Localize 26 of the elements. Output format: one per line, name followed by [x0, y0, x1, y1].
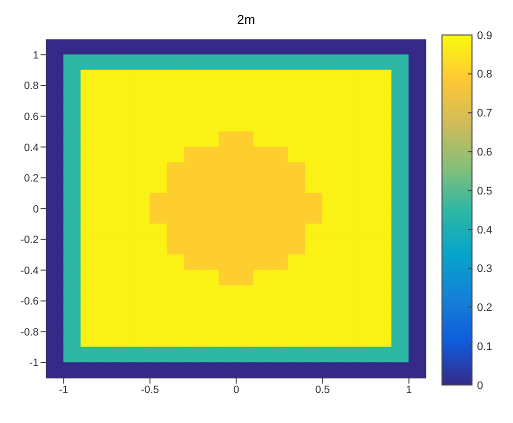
y-tick-label: -0.8	[20, 326, 39, 338]
y-tick-label: 0.6	[24, 110, 39, 123]
y-tick-label: -1	[29, 357, 39, 370]
color-bar-label: 0.4	[477, 224, 492, 236]
color-bar-label: 0.2	[477, 302, 492, 314]
x-tick-label: -0.5	[140, 384, 160, 396]
y-tick-label: 0	[32, 203, 39, 216]
color-bar-label: 0.3	[477, 263, 492, 276]
y-tick-label: 0.4	[24, 142, 39, 154]
x-tick-label: 0	[233, 384, 240, 396]
y-tick-label: -0.4	[20, 264, 39, 277]
color-bar-label: 0.5	[477, 185, 492, 198]
y-tick-label: 0.8	[24, 80, 39, 92]
color-bar-label: 0.7	[477, 108, 492, 120]
x-tick-label: -1	[58, 384, 68, 396]
chart-title: 2m	[236, 12, 256, 27]
y-tick-label: 1	[32, 49, 39, 62]
color-bar-label: 0.8	[477, 68, 492, 81]
y-tick-label: -0.6	[20, 296, 39, 308]
y-tick-label: 0.2	[24, 172, 39, 185]
color-bar-label: 0.6	[477, 146, 492, 159]
x-tick-label: 1	[406, 384, 412, 396]
color-bar-label: 0.9	[477, 30, 492, 42]
y-tick-label: -0.2	[20, 234, 39, 246]
color-bar-label: 0.1	[477, 340, 492, 353]
x-tick-label: 0.5	[315, 384, 330, 396]
